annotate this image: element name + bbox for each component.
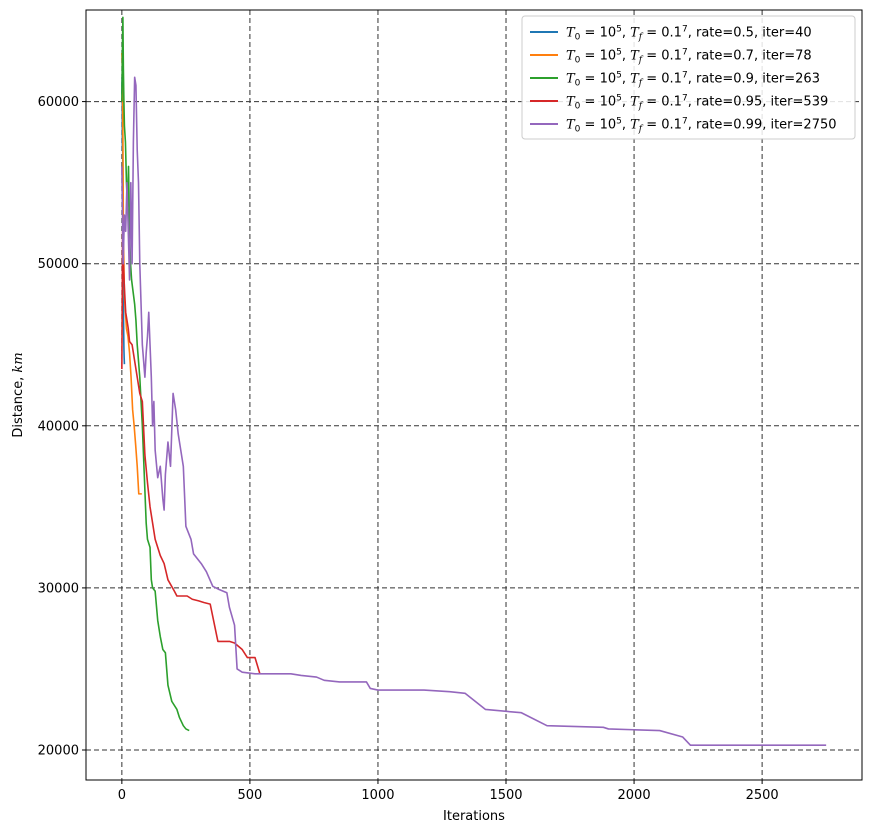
y-tick-label: 50000 [38, 257, 79, 272]
plot-area-lines [121, 16, 827, 746]
series-line [121, 52, 142, 495]
legend-box [521, 15, 856, 140]
series-line [121, 230, 261, 675]
legend-entry: T0 = 105, Tf = 0.17, rate=0.9, iter=263 [566, 71, 820, 89]
y-axis-label-text: Distance, [11, 373, 26, 438]
x-tick-label: 500 [237, 788, 262, 803]
x-tick-label: 1000 [361, 788, 394, 803]
legend: T0 = 105, Tf = 0.17, rate=0.5, iter=40 T0… [521, 15, 856, 140]
axis-ticks: 0 500 1000 1500 2000 2500 20000 30000 40000 50000… [38, 95, 779, 803]
y-tick-label: 30000 [38, 581, 79, 596]
x-tick-label: 2000 [618, 788, 651, 803]
legend-entry: T0 = 105, Tf = 0.17, rate=0.5, iter=40 [566, 25, 812, 43]
x-tick-label: 0 [118, 788, 126, 803]
x-axis-label: Iterations [443, 809, 505, 824]
legend-entry: T0 = 105, Tf = 0.17, rate=0.99, iter=275… [566, 117, 837, 135]
series-line [121, 76, 827, 746]
series-line [121, 16, 190, 732]
x-tick-label: 2500 [746, 788, 779, 803]
legend-entry: T0 = 105, Tf = 0.17, rate=0.95, iter=539 [566, 94, 828, 112]
y-tick-label: 20000 [38, 744, 79, 759]
plot-frame [85, 9, 863, 781]
x-tick-label: 1500 [489, 788, 522, 803]
y-tick-label: 60000 [38, 95, 79, 110]
y-axis-label: Distance, km [11, 352, 26, 437]
y-tick-label: 40000 [38, 419, 79, 434]
y-axis-label-unit: km [11, 352, 26, 372]
legend-entry: T0 = 105, Tf = 0.17, rate=0.7, iter=78 [566, 48, 812, 66]
